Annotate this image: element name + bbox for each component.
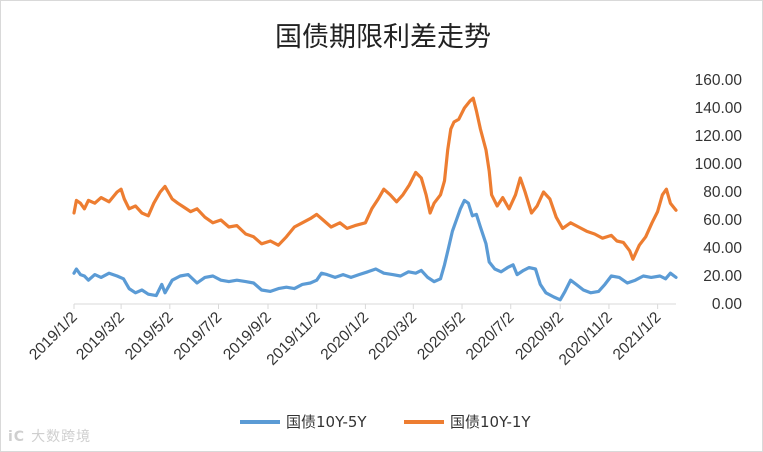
watermark: iC 大数跨境: [8, 426, 91, 446]
watermark-text: 大数跨境: [31, 429, 92, 445]
y-tick-label: 40.00: [703, 240, 742, 257]
x-tick-label: 2021/1/2: [610, 309, 665, 364]
x-tick-label: 2020/1/2: [318, 309, 373, 364]
chart-title: 国债期限利差走势: [275, 22, 491, 53]
y-tick-label: 60.00: [703, 212, 742, 229]
x-tick-label: 2019/1/2: [26, 309, 81, 364]
legend-label: 国债10Y-1Y: [450, 413, 531, 431]
x-axis-ticks: 2019/1/22019/3/22019/5/22019/7/22019/9/2…: [26, 304, 664, 369]
x-tick-label: 2020/11/2: [556, 309, 616, 369]
legend: 国债10Y-5Y 国债10Y-1Y: [240, 413, 531, 431]
y-tick-label: 100.00: [695, 156, 743, 173]
x-tick-label: 2019/3/2: [73, 309, 128, 364]
watermark-logo-icon: iC: [8, 429, 26, 445]
y-tick-label: 80.00: [703, 184, 742, 201]
x-tick-label: 2019/5/2: [122, 309, 177, 364]
series-line-2: [72, 96, 678, 261]
legend-label: 国债10Y-5Y: [286, 413, 367, 431]
y-axis-ticks: 0.00 20.00 40.00 60.00 80.00 100.00 120.00 140.…: [695, 72, 743, 313]
series-lines: [72, 96, 678, 302]
y-tick-label: 140.00: [695, 100, 743, 117]
y-tick-label: 20.00: [703, 268, 742, 285]
y-tick-label: 0.00: [712, 296, 743, 313]
x-tick-label: 2019/11/2: [264, 309, 324, 369]
x-tick-label: 2019/7/2: [171, 309, 226, 364]
x-tick-label: 2020/3/2: [365, 309, 420, 364]
series-line-1: [72, 198, 678, 302]
x-tick-label: 2020/5/2: [414, 309, 469, 364]
x-tick-label: 2020/7/2: [463, 309, 518, 364]
y-tick-label: 160.00: [695, 72, 743, 89]
y-tick-label: 120.00: [695, 128, 743, 145]
